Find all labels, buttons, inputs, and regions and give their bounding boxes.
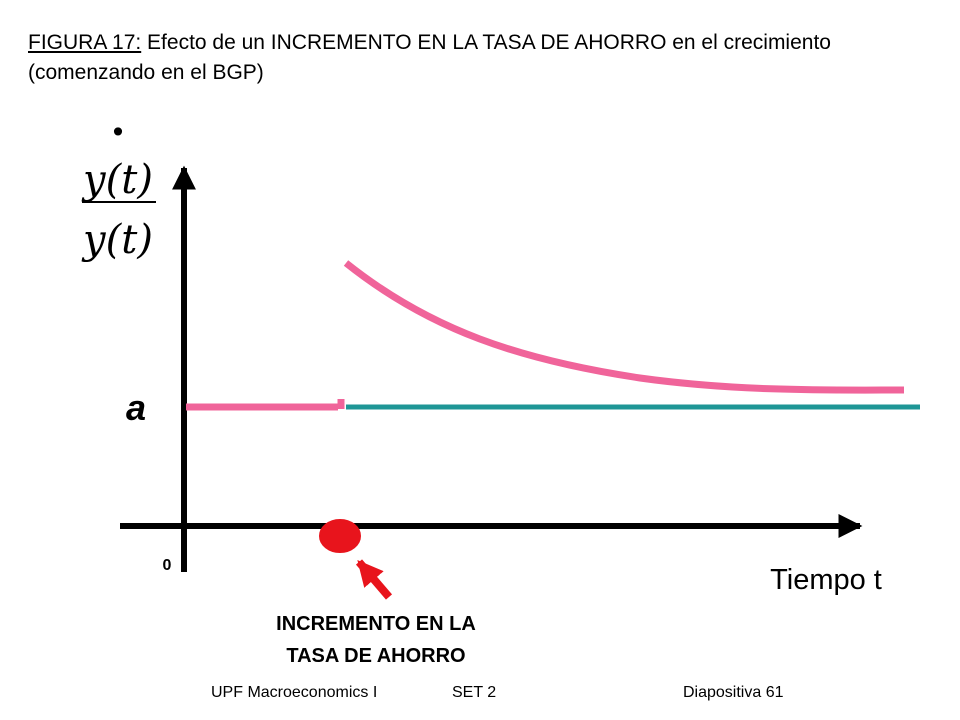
figure-label: FIGURA 17: [28, 31, 142, 54]
event-label-line2: TASA DE AHORRO [286, 645, 465, 667]
y-axis-numerator: y(t) [81, 157, 153, 203]
level-label-a: a [126, 387, 146, 428]
event-pointer-arrow [355, 559, 393, 600]
origin-label: 0 [163, 557, 172, 574]
time-derivative-dot: • [110, 116, 127, 149]
footer-course: UPF Macroeconomics I [211, 684, 378, 701]
y-axis-label: • y(t) y(t) [81, 116, 156, 263]
x-axis-label: Tiempo t [770, 564, 882, 596]
y-axis-denominator: y(t) [81, 217, 153, 263]
figure-title-text: Efecto de un INCREMENTO EN LA TASA DE AH… [28, 31, 831, 84]
growth-path-after-increase [343, 260, 905, 394]
footer-slide-number: Diapositiva 61 [683, 684, 784, 701]
figure-title: FIGURA 17: Efecto de un INCREMENTO EN LA… [28, 28, 928, 88]
event-label-line1: INCREMENTO EN LA [276, 613, 476, 635]
savings-increase-marker [319, 519, 361, 553]
footer-set: SET 2 [452, 684, 497, 701]
